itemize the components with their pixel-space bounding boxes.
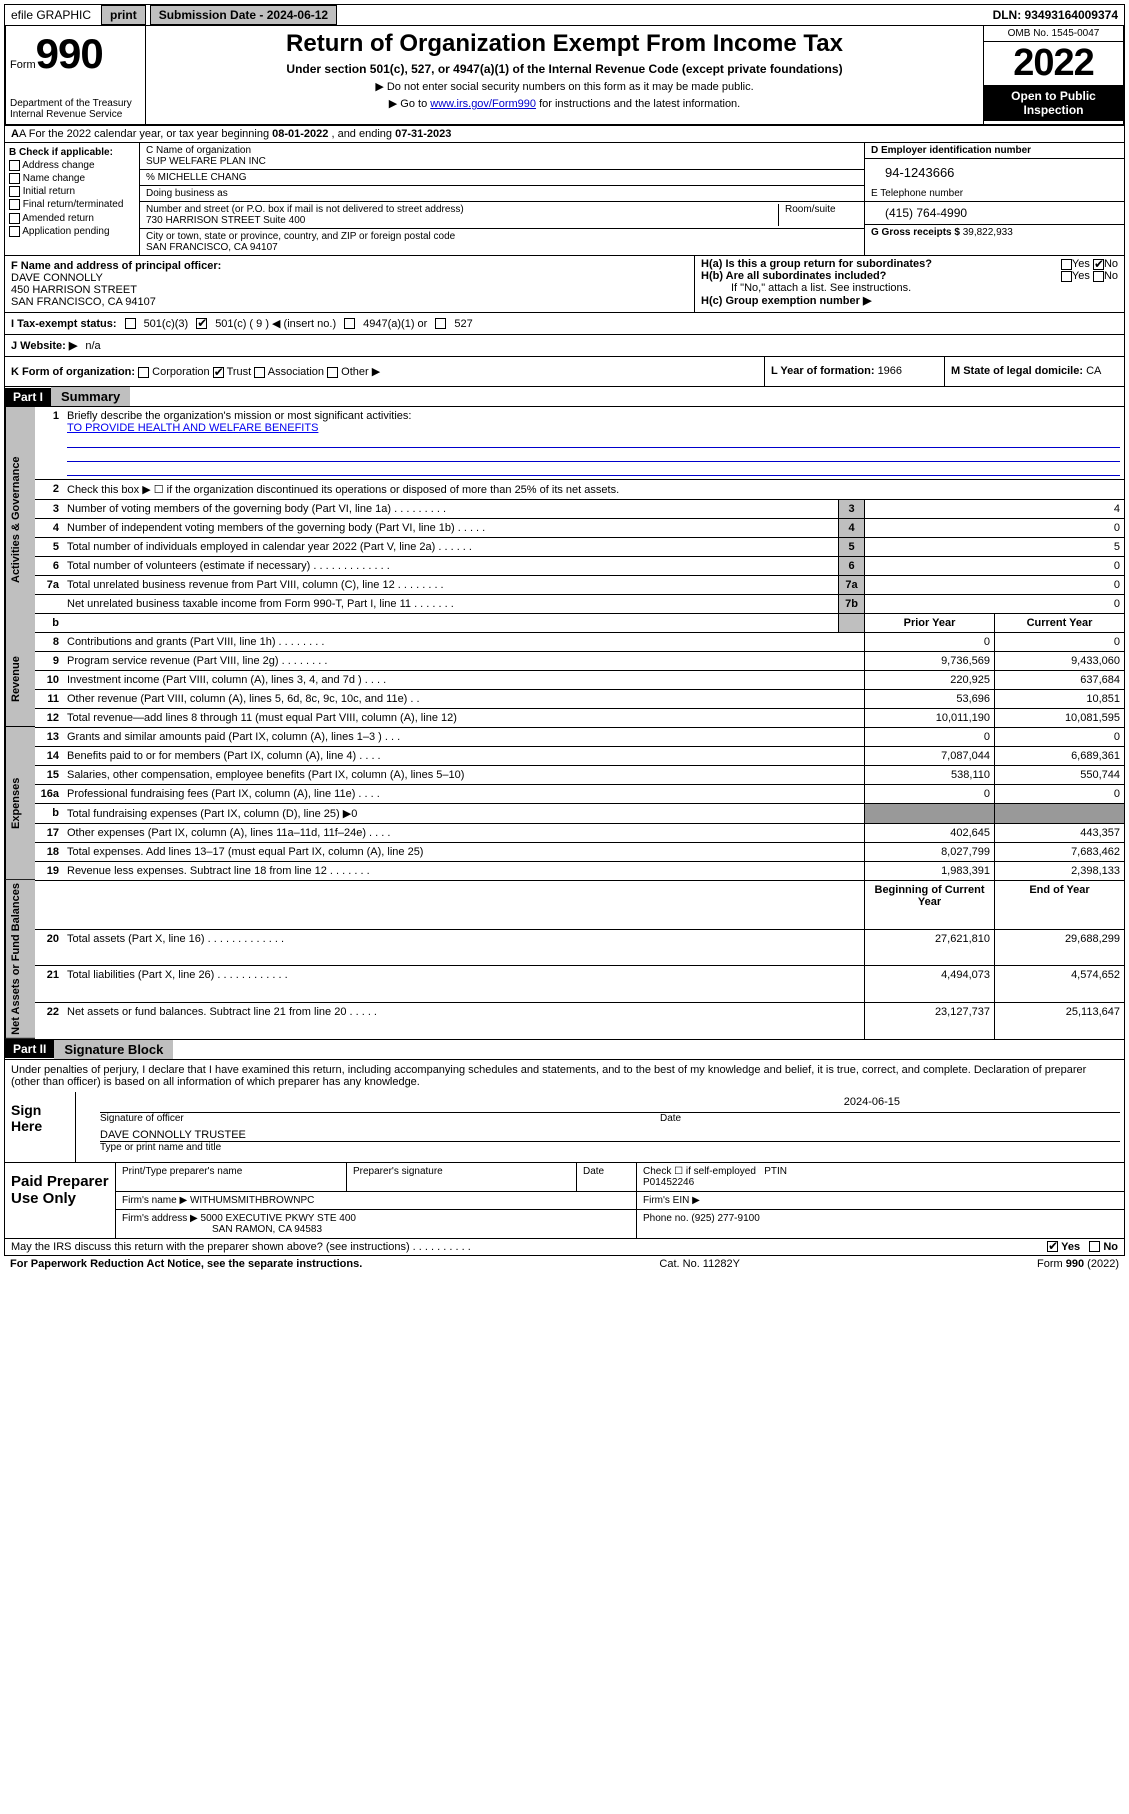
- sig-date: 2024-06-15: [844, 1096, 900, 1108]
- row-l: L Year of formation: 1966: [764, 357, 944, 386]
- form-title: Return of Organization Exempt From Incom…: [150, 30, 979, 58]
- form-number: 990: [36, 30, 103, 77]
- dln: DLN: 93493164009374: [987, 6, 1124, 24]
- sig-declaration: Under penalties of perjury, I declare th…: [5, 1060, 1124, 1092]
- dept-label: Department of the Treasury Internal Reve…: [10, 98, 141, 120]
- firm-addr: 5000 EXECUTIVE PKWY STE 400: [201, 1213, 356, 1224]
- form-ref: Form 990 (2022): [1037, 1258, 1119, 1270]
- col-c: C Name of organizationSUP WELFARE PLAN I…: [140, 143, 864, 255]
- firm-phone: (925) 277-9100: [691, 1213, 759, 1224]
- city-state-zip: SAN FRANCISCO, CA 94107: [146, 242, 278, 253]
- summary-table: Activities & Governance1Briefly describe…: [4, 407, 1125, 1040]
- col-b: B Check if applicable: Address change Na…: [5, 143, 140, 255]
- chk-4947[interactable]: [344, 318, 355, 329]
- chk-initial-return[interactable]: [9, 186, 20, 197]
- tax-year: 2022: [984, 42, 1123, 85]
- chk-527[interactable]: [435, 318, 446, 329]
- signature-block: Under penalties of perjury, I declare th…: [4, 1060, 1125, 1239]
- ptin: P01452246: [643, 1177, 694, 1188]
- row-f-h: F Name and address of principal officer:…: [4, 256, 1125, 313]
- form-link-row: ▶ Go to www.irs.gov/Form990 for instruct…: [150, 97, 979, 110]
- print-button[interactable]: print: [101, 5, 146, 25]
- part-ii-header: Part II Signature Block: [4, 1040, 1125, 1060]
- org-name: SUP WELFARE PLAN INC: [146, 156, 266, 167]
- row-k: K Form of organization: Corporation Trus…: [5, 357, 764, 386]
- omb-number: OMB No. 1545-0047: [984, 26, 1123, 42]
- chk-ha-no[interactable]: [1093, 259, 1104, 270]
- paid-preparer: Paid Preparer Use Only Print/Type prepar…: [5, 1162, 1124, 1238]
- form-header: Form990 Department of the Treasury Inter…: [4, 26, 1125, 126]
- row-i: I Tax-exempt status: 501(c)(3) 501(c) ( …: [4, 313, 1125, 335]
- discuss-row: May the IRS discuss this return with the…: [4, 1239, 1125, 1256]
- form-subtitle: Under section 501(c), 527, or 4947(a)(1)…: [150, 62, 979, 76]
- open-inspection: Open to Public Inspection: [984, 85, 1123, 121]
- col-d: D Employer identification number 94-1243…: [864, 143, 1124, 255]
- website: n/a: [85, 340, 100, 352]
- irs-link[interactable]: www.irs.gov/Form990: [430, 98, 536, 110]
- chk-amended[interactable]: [9, 213, 20, 224]
- submission-date: Submission Date - 2024-06-12: [150, 5, 337, 25]
- chk-501c3[interactable]: [125, 318, 136, 329]
- ein: 94-1243666: [865, 159, 1124, 186]
- chk-hb-yes[interactable]: [1061, 271, 1072, 282]
- efile-label: efile GRAPHIC: [5, 6, 97, 24]
- officer-name-title: DAVE CONNOLLY TRUSTEE: [80, 1129, 1120, 1141]
- chk-name-change[interactable]: [9, 173, 20, 184]
- chk-ha-yes[interactable]: [1061, 259, 1072, 270]
- chk-corp[interactable]: [138, 367, 149, 378]
- chk-trust[interactable]: [213, 367, 224, 378]
- chk-discuss-yes[interactable]: [1047, 1241, 1058, 1252]
- chk-app-pending[interactable]: [9, 226, 20, 237]
- form-word: Form: [10, 59, 36, 71]
- chk-other[interactable]: [327, 367, 338, 378]
- chk-assoc[interactable]: [254, 367, 265, 378]
- top-bar: efile GRAPHIC print Submission Date - 20…: [4, 4, 1125, 26]
- row-a: AA For the 2022 calendar year, or tax ye…: [4, 126, 1125, 143]
- chk-501c[interactable]: [196, 318, 207, 329]
- footer: For Paperwork Reduction Act Notice, see …: [4, 1256, 1125, 1272]
- sign-here-label: Sign Here: [5, 1092, 75, 1162]
- firm-name: WITHUMSMITHBROWNPC: [190, 1195, 314, 1206]
- row-j: J Website: ▶ n/a: [4, 335, 1125, 357]
- street-address: 730 HARRISON STREET Suite 400: [146, 215, 305, 226]
- part-i-header: Part I Summary: [4, 387, 1125, 407]
- chk-hb-no[interactable]: [1093, 271, 1104, 282]
- telephone: (415) 764-4990: [865, 202, 1124, 224]
- care-of: % MICHELLE CHANG: [140, 170, 864, 186]
- row-m: M State of legal domicile: CA: [944, 357, 1124, 386]
- chk-address-change[interactable]: [9, 160, 20, 171]
- block-b-c-d: B Check if applicable: Address change Na…: [4, 143, 1125, 256]
- chk-final-return[interactable]: [9, 199, 20, 210]
- gross-receipts: 39,822,933: [963, 227, 1013, 238]
- officer-name: DAVE CONNOLLY: [11, 272, 103, 284]
- form-note1: ▶ Do not enter social security numbers o…: [150, 80, 979, 93]
- chk-discuss-no[interactable]: [1089, 1241, 1100, 1252]
